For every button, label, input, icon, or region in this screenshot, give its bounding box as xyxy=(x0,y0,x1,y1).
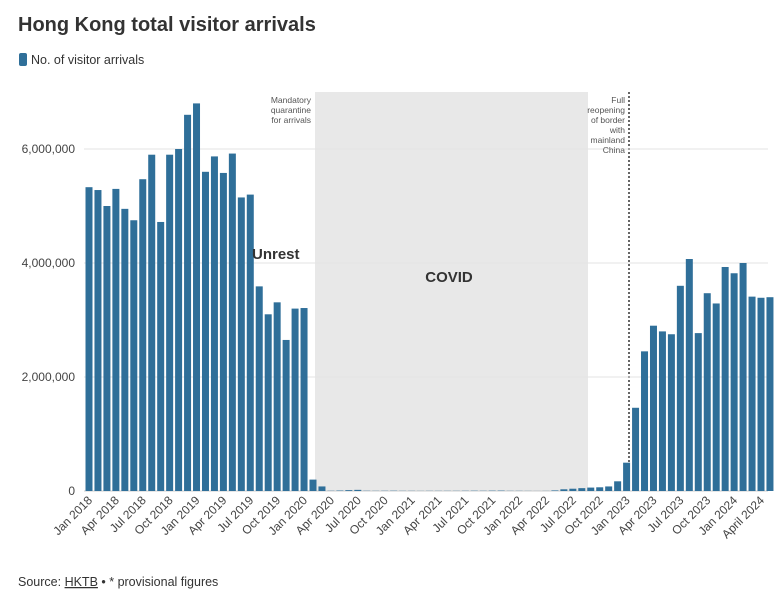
bar xyxy=(757,297,765,491)
bar xyxy=(694,333,702,491)
annotation-unrest: Unrest xyxy=(252,246,300,263)
legend-label: No. of visitor arrivals xyxy=(31,53,144,67)
bar xyxy=(721,266,729,491)
bar xyxy=(596,487,604,491)
bar xyxy=(139,179,147,491)
bar xyxy=(354,489,362,491)
covid-shade xyxy=(315,92,588,491)
annotation-reopening: reopening xyxy=(587,105,625,115)
annotation-covid: COVID xyxy=(425,269,473,286)
bar xyxy=(309,479,317,491)
bar xyxy=(246,194,254,491)
bar xyxy=(605,486,613,491)
bar xyxy=(748,296,756,491)
bar xyxy=(649,325,657,491)
bar xyxy=(712,303,720,491)
bar xyxy=(730,273,738,491)
bar xyxy=(632,407,640,491)
bar xyxy=(667,334,675,491)
bar xyxy=(345,490,353,491)
bar xyxy=(148,154,156,491)
source-suffix: • * provisional figures xyxy=(98,575,218,589)
y-tick-label: 2,000,000 xyxy=(22,370,76,384)
annotation-quarantine: for arrivals xyxy=(271,115,311,125)
y-tick-label: 6,000,000 xyxy=(22,142,76,156)
bar xyxy=(703,293,711,491)
annotation-quarantine: Mandatory xyxy=(271,95,312,105)
annotation-reopening: of border xyxy=(591,115,625,125)
bar xyxy=(219,172,227,491)
annotation-reopening: Full xyxy=(611,95,625,105)
y-tick-label: 4,000,000 xyxy=(22,256,76,270)
bar xyxy=(318,486,326,491)
bar xyxy=(614,481,622,491)
bar xyxy=(641,351,649,491)
bar xyxy=(300,308,308,491)
bar xyxy=(175,149,183,491)
source-prefix: Source: xyxy=(18,575,65,589)
annotation-reopening: China xyxy=(603,145,625,155)
source-link[interactable]: HKTB xyxy=(65,575,98,589)
bar xyxy=(685,259,693,491)
bar xyxy=(228,153,236,491)
bar xyxy=(578,488,586,491)
bar xyxy=(184,114,192,492)
bar xyxy=(166,154,174,491)
bar xyxy=(193,103,201,492)
bar xyxy=(766,297,774,491)
bar xyxy=(201,171,209,492)
bar xyxy=(94,190,102,492)
chart-title: Hong Kong total visitor arrivals xyxy=(18,14,316,36)
bar xyxy=(112,188,120,491)
bar xyxy=(658,331,666,491)
bar xyxy=(264,314,272,491)
bar xyxy=(103,206,111,491)
bar xyxy=(237,197,245,491)
bar xyxy=(130,220,138,491)
bar xyxy=(291,308,299,491)
bar xyxy=(676,285,684,491)
bar xyxy=(569,488,577,491)
bar xyxy=(210,156,218,491)
bar xyxy=(282,339,290,491)
legend-swatch xyxy=(19,53,27,66)
bar xyxy=(157,221,165,491)
bar xyxy=(739,263,747,491)
bar xyxy=(255,286,263,491)
bar xyxy=(623,462,631,491)
bar xyxy=(551,490,559,491)
bar xyxy=(587,487,595,491)
y-tick-label: 0 xyxy=(68,484,75,498)
bar xyxy=(121,208,129,491)
annotation-reopening: mainland xyxy=(591,135,626,145)
bar xyxy=(273,302,281,491)
source: Source: HKTB • * provisional figures xyxy=(18,575,218,589)
annotation-quarantine: quarantine xyxy=(271,105,311,115)
annotation-reopening: with xyxy=(609,125,625,135)
bar xyxy=(85,187,93,491)
bar xyxy=(560,489,568,491)
